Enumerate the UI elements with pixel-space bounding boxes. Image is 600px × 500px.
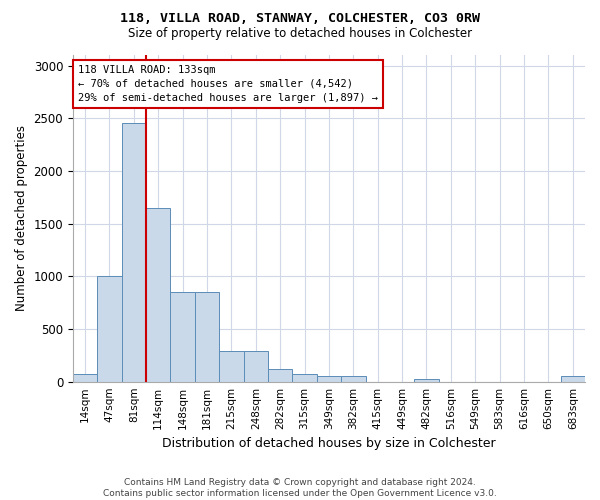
Bar [122,124,146,382]
Bar [341,376,365,382]
Text: 118 VILLA ROAD: 133sqm
← 70% of detached houses are smaller (4,542)
29% of semi-: 118 VILLA ROAD: 133sqm ← 70% of detached… [78,65,378,103]
Bar [146,208,170,382]
Bar [317,376,341,382]
X-axis label: Distribution of detached houses by size in Colchester: Distribution of detached houses by size … [162,437,496,450]
Bar [268,369,292,382]
Bar [97,276,122,382]
Bar [244,351,268,382]
Text: 118, VILLA ROAD, STANWAY, COLCHESTER, CO3 0RW: 118, VILLA ROAD, STANWAY, COLCHESTER, CO… [120,12,480,26]
Text: Size of property relative to detached houses in Colchester: Size of property relative to detached ho… [128,28,472,40]
Bar [560,376,585,382]
Text: Contains HM Land Registry data © Crown copyright and database right 2024.
Contai: Contains HM Land Registry data © Crown c… [103,478,497,498]
Bar [415,378,439,382]
Y-axis label: Number of detached properties: Number of detached properties [15,126,28,312]
Bar [219,351,244,382]
Bar [170,292,195,382]
Bar [73,374,97,382]
Bar [195,292,219,382]
Bar [292,374,317,382]
